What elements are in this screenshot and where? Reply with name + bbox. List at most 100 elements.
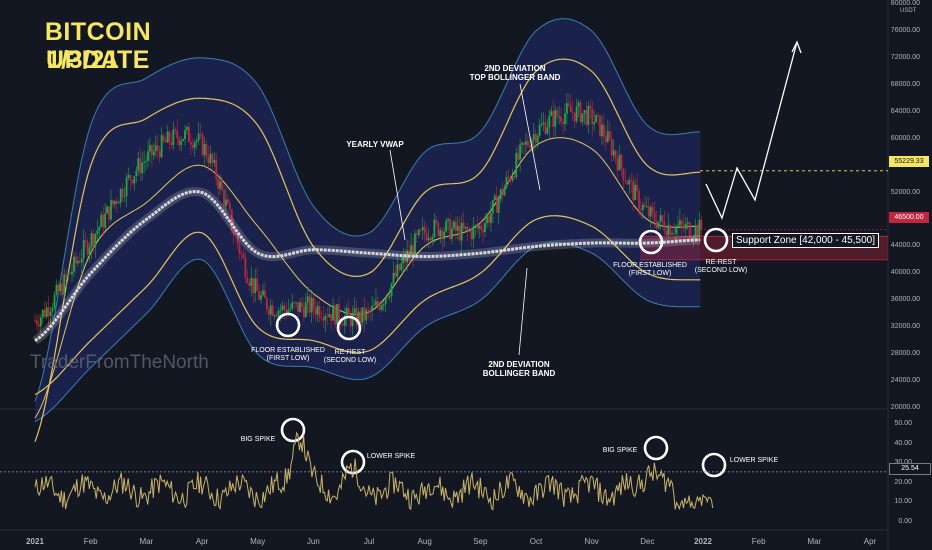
candle-body <box>285 309 288 315</box>
candle-body <box>414 233 416 256</box>
vwap-pointer <box>389 149 406 241</box>
candle-body <box>90 233 93 248</box>
candle-body <box>260 295 262 300</box>
candle-body <box>234 234 237 235</box>
candle-body <box>634 184 636 201</box>
candle-body <box>626 181 629 185</box>
price-tick: 24000.00 <box>890 377 920 385</box>
candle-body <box>567 103 570 106</box>
candle-body <box>152 151 155 156</box>
candle-body <box>587 105 590 125</box>
floor2-label-2: (FIRST LOW) <box>628 270 672 277</box>
time-tick: Jun <box>306 537 320 546</box>
candle-body <box>127 175 130 178</box>
candle-body <box>174 129 177 131</box>
candle-body <box>628 180 631 185</box>
candle-body <box>645 206 648 208</box>
rerest2-label-2: (SECOND LOW) <box>694 267 748 274</box>
candle-body <box>569 105 572 112</box>
candle-body <box>581 113 584 123</box>
candle-body <box>478 225 481 229</box>
price-tick: 60000.00 <box>890 134 920 142</box>
candle-body <box>67 273 70 278</box>
candle-body <box>139 158 142 174</box>
candle-body <box>550 111 553 116</box>
candle-body <box>593 122 596 125</box>
candle-body <box>78 260 81 263</box>
candle-body <box>501 189 504 196</box>
candle-body <box>330 314 333 321</box>
candle-body <box>641 204 644 210</box>
candle-body <box>141 162 144 174</box>
candle-body <box>565 103 568 114</box>
candle-body <box>675 226 677 234</box>
rerest2-label-1: RE-REST <box>705 259 737 266</box>
candle-body <box>92 233 95 247</box>
candle-body <box>211 153 214 163</box>
candle-body <box>65 274 68 278</box>
currency-label: USDT <box>900 8 917 14</box>
candle-body <box>37 324 40 327</box>
candle-body <box>94 233 97 247</box>
candle-body <box>186 126 188 131</box>
floor1-circle <box>275 312 301 338</box>
candle-body <box>43 309 46 317</box>
candle-body <box>400 263 403 270</box>
osc-value-marker: 25.54 <box>889 463 931 475</box>
lower-spike-2-label: LOWER SPIKE <box>729 457 779 464</box>
candle-body <box>271 305 274 316</box>
candle-body <box>262 290 264 296</box>
outer-lower-band <box>34 242 701 422</box>
candle-body <box>577 102 580 107</box>
candle-body <box>71 271 73 275</box>
candle-body <box>98 227 101 231</box>
candle-body <box>589 105 592 109</box>
candle-body <box>367 309 370 311</box>
candle-body <box>273 315 276 317</box>
floor1-label-2: (FIRST LOW) <box>266 355 310 362</box>
candle-body <box>106 206 108 214</box>
candle-body <box>283 305 286 310</box>
candle-body <box>295 302 297 304</box>
candle-body <box>320 317 323 319</box>
candle-body <box>254 278 257 293</box>
candle-body <box>47 307 50 317</box>
candle-body <box>373 305 375 307</box>
candle-body <box>371 305 373 312</box>
candle-body <box>571 111 574 113</box>
candle-body <box>45 307 48 317</box>
candle-body <box>575 106 578 122</box>
lower-spike-2-circle <box>701 452 727 478</box>
candle-body <box>647 206 650 217</box>
candle-body <box>215 159 218 179</box>
candle-body <box>554 110 557 127</box>
candle-body <box>301 302 303 307</box>
time-tick: 2021 <box>26 537 44 546</box>
candle-body <box>540 123 543 126</box>
candle-body <box>279 309 282 311</box>
candle-body <box>558 116 561 118</box>
candle-body <box>429 238 432 241</box>
candle-body <box>649 207 652 217</box>
candle-body <box>304 302 307 318</box>
candle-body <box>343 315 346 326</box>
candle-body <box>511 176 514 181</box>
candle-body <box>172 129 175 145</box>
candle-body <box>269 305 272 315</box>
rerest1-label-2: (SECOND LOW) <box>323 357 377 364</box>
candle-body <box>154 145 157 152</box>
candle-body <box>482 229 485 233</box>
candle-body <box>678 220 681 226</box>
time-tick: Mar <box>807 537 822 546</box>
candle-body <box>653 211 656 222</box>
projection-path <box>705 41 798 220</box>
price-tick: 40000.00 <box>890 269 920 277</box>
candle-body <box>486 215 488 224</box>
candle-body <box>659 215 662 222</box>
time-tick: 2022 <box>694 537 712 546</box>
candle-body <box>509 177 512 181</box>
candle-body <box>156 145 159 151</box>
candle-body <box>217 178 220 189</box>
candle-body <box>297 302 299 313</box>
